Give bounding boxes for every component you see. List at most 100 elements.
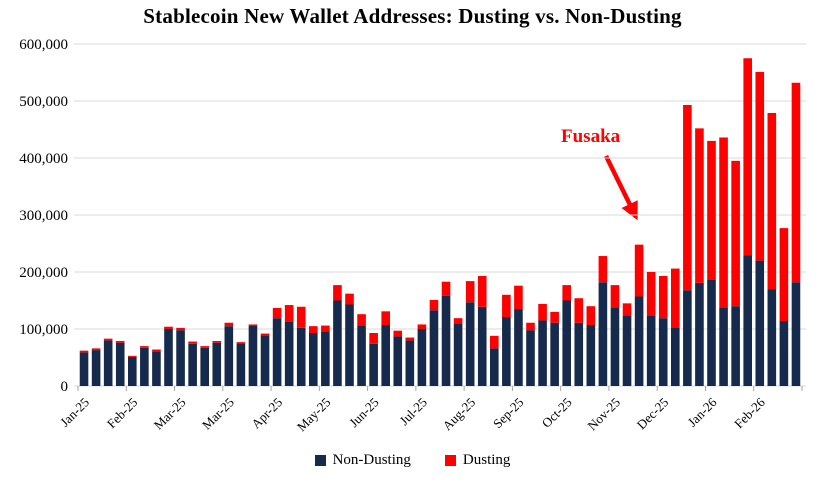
legend: Non-Dusting Dusting [0, 452, 825, 469]
bar-segment [128, 355, 137, 357]
bar-segment [562, 300, 571, 386]
bar-segment [152, 351, 161, 386]
bar-segment [465, 281, 475, 303]
bar-segment [357, 325, 366, 386]
bar-segment [272, 307, 282, 319]
bar-segment [658, 275, 668, 319]
bar-segment [526, 330, 535, 386]
bar-segment [140, 347, 149, 386]
bar-segment [224, 326, 234, 386]
bar-segment [405, 340, 415, 386]
bar-segment [779, 228, 789, 322]
bar-segment [779, 321, 789, 386]
bar-segment [514, 285, 523, 310]
bar-segment [284, 305, 294, 322]
bar-segment [634, 296, 644, 386]
x-tick-label: Jul-25 [396, 395, 430, 429]
y-tick-label: 300,000 [19, 208, 68, 224]
bar-segment [369, 332, 378, 344]
bar-segment [212, 340, 222, 343]
bar-segment [598, 256, 608, 283]
bar-segment [236, 343, 246, 386]
bar-segment [260, 335, 270, 386]
bar-segment [755, 71, 765, 261]
bar-segment [176, 330, 185, 386]
bar-segment [79, 352, 89, 386]
chart-title: Stablecoin New Wallet Addresses: Dusting… [143, 4, 682, 28]
bar-segment [453, 323, 463, 386]
bar-segment [429, 310, 439, 386]
bar-segment [405, 337, 415, 341]
bar-segment [164, 329, 173, 386]
bar-segment [103, 338, 113, 341]
bar-segment [91, 348, 101, 351]
legend-label-non-dusting: Non-Dusting [332, 452, 411, 468]
bar-segment [755, 260, 765, 386]
bar-segment [152, 349, 161, 352]
bar-segment [357, 314, 366, 326]
bar-segment [719, 307, 728, 386]
fusaka-arrow [603, 155, 639, 221]
legend-item-dusting: Dusting [444, 452, 511, 469]
bar-segment [538, 303, 547, 321]
bar-segment [622, 315, 632, 386]
legend-swatch-dusting-icon [444, 455, 456, 466]
x-tick-label: Apr-25 [248, 395, 285, 432]
bar-segment [574, 298, 584, 323]
x-tick-label: Dec-25 [634, 395, 672, 433]
bar-segment [272, 318, 282, 386]
bar-segment [115, 340, 125, 343]
bar-segment [79, 350, 89, 353]
bar-segment [188, 341, 197, 344]
bar-segment [731, 160, 740, 307]
bar-segment [707, 140, 716, 280]
x-tick-label: Jun-25 [346, 395, 382, 431]
y-tick-label: 600,000 [19, 37, 68, 53]
bar-segment [309, 326, 318, 333]
bar-segment [538, 320, 547, 386]
bar-segment [321, 325, 330, 332]
bar-segment [128, 356, 137, 386]
bar-segment [248, 325, 258, 386]
bar-segment [586, 325, 596, 386]
bar-segment [610, 307, 620, 386]
bar-segment [176, 327, 185, 331]
bar-segment [333, 300, 342, 386]
bar-segment [646, 315, 656, 386]
y-tick-label: 500,000 [19, 94, 68, 110]
bar-segment [103, 340, 113, 386]
bar-segment [321, 331, 330, 386]
bar-segment [296, 306, 306, 328]
bar-segment [658, 318, 668, 386]
x-tick-label: May-25 [294, 395, 334, 435]
bar-segment [490, 348, 499, 386]
x-tick-label: Feb-26 [731, 394, 768, 431]
x-tick-label: Oct-25 [539, 395, 575, 431]
bar-segment [441, 295, 451, 386]
bar-segment [453, 318, 463, 324]
x-tick-label: Jan-25 [57, 395, 92, 430]
bar-segment [309, 332, 318, 386]
bar-segment [743, 58, 752, 256]
bar-segment [477, 275, 487, 307]
bar-segment [502, 317, 511, 386]
bar-segment [707, 279, 716, 386]
bar-segment [610, 285, 620, 308]
bar-segment [212, 342, 222, 386]
bar-segment [296, 327, 306, 386]
y-tick-label: 0 [61, 379, 69, 395]
bar-segment [634, 244, 644, 297]
bar-segment [683, 290, 692, 386]
bar-segment [381, 325, 390, 386]
bar-segment [248, 324, 258, 326]
x-tick-label: Sep-25 [490, 395, 527, 432]
bar-segment [695, 282, 704, 386]
legend-label-dusting: Dusting [462, 452, 511, 468]
bar-segment [598, 282, 608, 386]
legend-swatch-non-dusting-icon [314, 455, 326, 466]
bar-segment [767, 112, 777, 290]
bar-segment [550, 311, 559, 323]
bar-segment [164, 326, 173, 329]
